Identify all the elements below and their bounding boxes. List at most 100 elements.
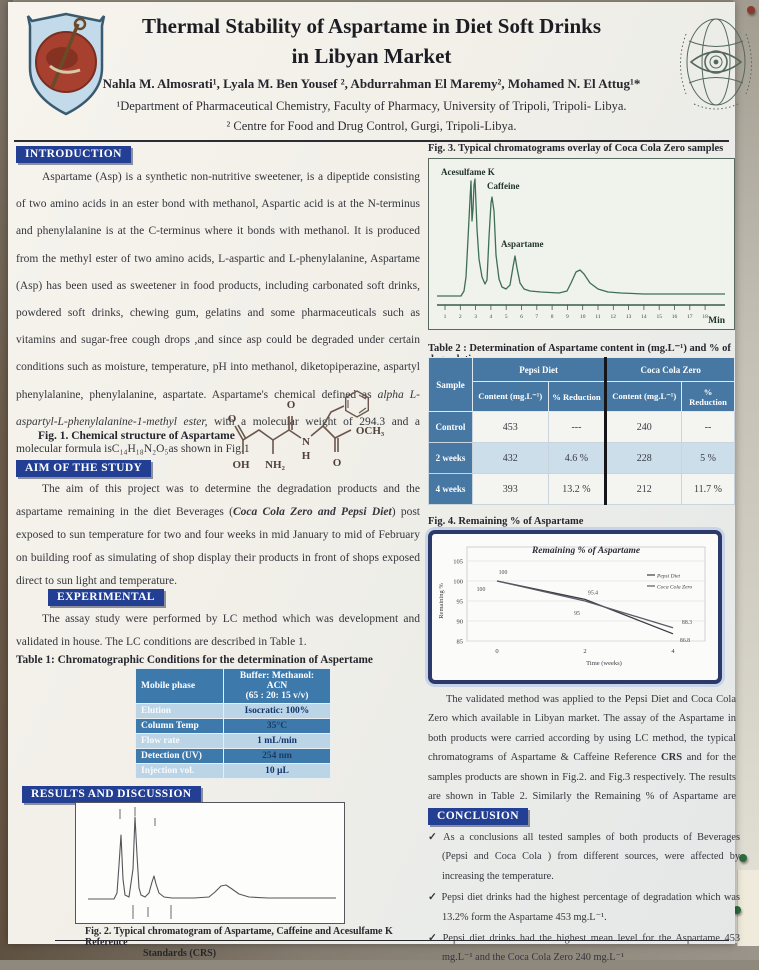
lc-conditions-row: Flow rate 1 mL/min [135, 733, 331, 749]
fig2-caption-line1: Fig. 2. Typical chromatogram of Aspartam… [85, 926, 393, 948]
poster-title-line1: Thermal Stability of Aspartame in Diet S… [141, 14, 602, 38]
push-pin-green [733, 906, 741, 914]
lc-conditions-table: Mobile phase Buffer: Methanol: ACN (65 : … [135, 668, 331, 779]
fig4-ytick-label: 90 [457, 618, 464, 625]
fig3-tick-label: 9 [566, 314, 569, 320]
lc-condition-value: 1 mL/min [223, 733, 331, 749]
fig4-ylabel: Remaining % [438, 583, 445, 619]
lc-condition-value: 35°C [223, 718, 331, 734]
table2-value-cell: 212 [604, 473, 683, 505]
fig2-chromatogram [88, 807, 336, 919]
affiliation-2: ² Centre for Food and Drug Control, Gurg… [226, 119, 517, 133]
lc-condition-value: 254 nm [223, 748, 331, 764]
fig4-xlabel: Time (weeks) [586, 660, 622, 667]
table2-value-cell: -- [681, 411, 735, 443]
fig4-point-label: 95 [574, 611, 580, 617]
push-pin-red [747, 6, 755, 14]
lc-condition-label: Mobile phase [135, 668, 224, 704]
fig3-tick-label: 16 [672, 314, 678, 320]
section-heading-aim: AIM OF THE STUDY [16, 460, 152, 477]
fig3-tick-label: 18 [702, 314, 708, 320]
affiliation-1: ¹Department of Pharmaceutical Chemistry,… [116, 99, 627, 113]
fig3-tick-label: 12 [611, 314, 617, 320]
table2-value-cell: 11.7 % [681, 473, 735, 505]
table2-header-coca: Coca Cola Zero [604, 357, 735, 382]
fig3-tick-label: 5 [505, 314, 508, 320]
fig4-point-label: 95.4 [588, 590, 598, 596]
fig2-caption-line2: Standards (CRS) [143, 948, 217, 959]
fig1-label-och3: OCH₃ [356, 425, 385, 437]
fig4-xtick-label: 2 [583, 648, 586, 655]
fig4-series-1 [496, 580, 674, 629]
lc-conditions-row: Injection vol. 10 µL [135, 763, 331, 779]
fig3-tick-label: 11 [595, 314, 601, 320]
conclusion-bullet: ✓ As a conclusions all tested samples of … [428, 832, 740, 882]
lc-conditions-row: Mobile phase Buffer: Methanol: ACN (65 : … [135, 668, 331, 704]
section-heading-introduction: INTRODUCTION [16, 146, 131, 163]
fig4-point-label: 100 [499, 570, 508, 576]
header-divider [14, 140, 729, 142]
university-of-tripoli-emblem [26, 12, 106, 116]
table2-value-cell: 4.6 % [547, 442, 607, 474]
fig4-point-label: 100 [477, 587, 486, 593]
table2-subheader: % Reduction [547, 381, 607, 412]
fig1-label-o1: O [228, 413, 237, 425]
fig3-tick-label: 3 [474, 314, 477, 320]
fig4-series-0 [496, 580, 674, 635]
lc-conditions-table-body: Mobile phase Buffer: Methanol: ACN (65 : … [135, 668, 331, 779]
table2-sample-label: 2 weeks [428, 442, 473, 474]
fig3-frame: 1 2 3 4 5 6 7 8 9 10 11 12 13 14 15 16 17 18 Acesulfame K… [428, 158, 735, 330]
fig3-tick-label: 1 [444, 314, 447, 320]
table2-header-sample: Sample [428, 357, 473, 412]
aim-text: The aim of this project was to determine… [16, 483, 420, 518]
fig4-ytick-label: 85 [457, 638, 464, 645]
lc-condition-label: Elution [135, 703, 224, 719]
fig2-frame [75, 802, 345, 924]
table2-value-cell: 453 [471, 411, 549, 443]
fig4-ytick-label: 100 [453, 578, 463, 585]
lc-condition-label: Detection (UV) [135, 748, 224, 764]
fig4-caption: Fig. 4. Remaining % of Aspartame [428, 516, 584, 527]
fig4-frame: 85 90 95 100 105 Remaining % of Aspartame Rema… [428, 530, 722, 684]
fig4-ytick-label: 95 [457, 598, 464, 605]
poster-sheet: Thermal Stability of Aspartame in Diet S… [8, 2, 752, 963]
fig3-caption: Fig. 3. Typical chromatograms overlay of… [428, 143, 724, 154]
fig3-tick-label: 15 [656, 314, 662, 320]
table2-sample-label: Control [428, 411, 473, 443]
fig3-tick-label: 14 [641, 314, 647, 320]
fig3-axis-ticks: 1 2 3 4 5 6 7 8 9 10 11 12 13 14 15 16 17 18 [444, 305, 708, 320]
fig3-tick-label: 10 [580, 314, 586, 320]
fig4-point-label: 86.8 [680, 638, 690, 644]
conclusion-bullet: ✓ Pepsi diet drinks had the highest mean … [428, 933, 740, 964]
results-discussion-paragraph: The validated method was applied to the … [428, 690, 736, 826]
aim-text-end: ) post exposed to sun temperature for tw… [16, 506, 420, 587]
lc-condition-label: Flow rate [135, 733, 224, 749]
introduction-chemical-name: alpha L-aspartyl-L-phenylalanine-1-methy… [16, 388, 420, 428]
table2-value-cell: 393 [471, 473, 549, 505]
fig1-aspartame-structure: O OH NH₂ O N H O OCH₃ [228, 390, 385, 471]
fig1-label-o2: O [287, 399, 296, 411]
fig3-tick-label: 17 [687, 314, 693, 320]
aspartame-content-table-body: Control 453 --- 240 -- 2 weeks 432 4.6 % 228 5 % 4… [428, 411, 735, 505]
table2-value-cell: --- [547, 411, 607, 443]
table2-value-cell: 240 [604, 411, 683, 443]
fig4-ytick-label: 105 [453, 558, 463, 565]
introduction-paragraph: Aspartame (Asp) is a synthetic non-nutri… [16, 164, 420, 463]
aspartame-content-row: 2 weeks 432 4.6 % 228 5 % [428, 442, 735, 474]
experimental-paragraph: The assay study were performed by LC met… [16, 608, 420, 654]
checkmark-icon: ✓ [428, 933, 439, 945]
fig1-label-o3: O [333, 457, 342, 469]
introduction-text-end: with a molecular weight of 294.3 and a m… [16, 415, 420, 456]
aspartame-content-row: 4 weeks 393 13.2 % 212 11.7 % [428, 473, 735, 505]
conclusion-bullet-list: ✓ As a conclusions all tested samples of … [428, 828, 740, 970]
table2-value-cell: 228 [604, 442, 683, 474]
lc-conditions-row: Elution Isocratic: 100% [135, 703, 331, 719]
fig4-xtick-label: 0 [495, 648, 498, 655]
introduction-text: Aspartame (Asp) is a synthetic non-nutri… [16, 171, 420, 401]
fig3-chromatogram: 1 2 3 4 5 6 7 8 9 10 11 12 13 14 15 16 17 18 Acesulfame K… [437, 167, 726, 326]
section-heading-experimental: EXPERIMENTAL [48, 589, 164, 606]
lc-conditions-row: Detection (UV) 254 nm [135, 748, 331, 764]
fig1-label-nh2: NH₂ [265, 459, 286, 471]
checkmark-icon: ✓ [428, 892, 438, 904]
section-heading-results: RESULTS AND DISCUSSION [22, 786, 201, 803]
